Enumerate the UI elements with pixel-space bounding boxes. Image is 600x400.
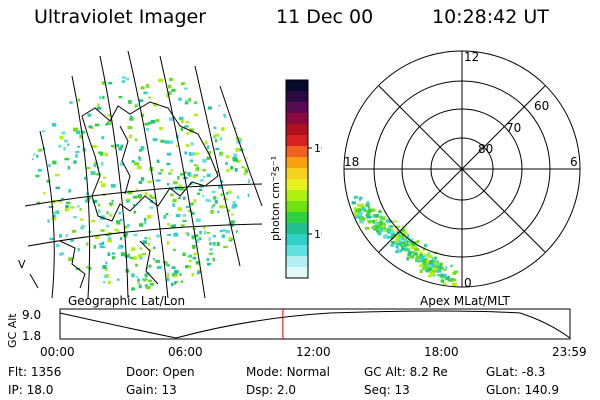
colorbar-cell: [286, 135, 308, 147]
colorbar-cell: [286, 267, 308, 279]
colorbar-cell: [286, 234, 308, 246]
timeline-xtick-3: 18:00: [424, 345, 459, 359]
mlt-label-12: 12: [464, 50, 479, 64]
timeline-axis-label: GC Alt: [6, 313, 19, 348]
apex-caption: Apex MLat/MLT: [420, 294, 510, 308]
timeline-ytick-high: 9.0: [22, 308, 41, 322]
colorbar-cell: [286, 190, 308, 202]
info-door: Door: Open: [126, 365, 195, 379]
mlat-label-80: 80: [478, 142, 493, 156]
instrument-title: Ultraviolet Imager: [34, 6, 207, 28]
mlt-label-18: 18: [344, 155, 359, 169]
timeline-xtick-0: 00:00: [40, 345, 75, 359]
geographic-image: V: [18, 50, 263, 298]
timeline-ytick-low: 1.8: [22, 329, 41, 343]
colorbar-cell: [286, 168, 308, 180]
info-flt: Flt: 1356: [8, 365, 62, 379]
colorbar-unit-label: photon cm⁻²s⁻¹: [269, 156, 282, 241]
info-glat: GLat: -8.3: [486, 365, 546, 379]
info-gain: Gain: 13: [126, 383, 177, 397]
mlat-label-60: 60: [534, 99, 549, 113]
info-ip: IP: 18.0: [8, 383, 54, 397]
geographic-caption: Geographic Lat/Lon: [68, 294, 186, 308]
polar-plot: 12 6 0 18 60 70 80: [343, 50, 581, 290]
edge-glyph: V: [18, 258, 26, 271]
mlt-label-0: 0: [464, 276, 472, 290]
colorbar-cell: [286, 157, 308, 169]
time-label: 10:28:42 UT: [432, 6, 549, 28]
colorbar-cell: [286, 102, 308, 114]
info-glon: GLon: 140.9: [486, 383, 559, 397]
colorbar: 100 10 photon cm⁻²s⁻¹: [269, 79, 322, 279]
orbit-timeline: GC Alt 9.0 1.8 00:00 06:00 12:00 18:00 2…: [6, 308, 587, 359]
colorbar-tick-10: 10: [314, 228, 322, 241]
timeline-xtick-1: 06:00: [168, 345, 203, 359]
info-seq: Seq: 13: [364, 383, 410, 397]
colorbar-cell: [286, 113, 308, 125]
mlt-label-6: 6: [570, 155, 578, 169]
colorbar-cell: [286, 146, 308, 158]
colorbar-cell: [286, 245, 308, 257]
colorbar-cell: [286, 256, 308, 268]
polar-grid: [343, 50, 581, 288]
colorbar-cell: [286, 179, 308, 191]
colorbar-cell: [286, 80, 308, 92]
info-gc-alt: GC Alt: 8.2 Re: [364, 365, 448, 379]
timeline-xtick-2: 12:00: [296, 345, 331, 359]
colorbar-cell: [286, 223, 308, 235]
colorbar-cell: [286, 212, 308, 224]
coastline: [29, 101, 219, 289]
info-dsp: Dsp: 2.0: [246, 383, 297, 397]
colorbar-cell: [286, 91, 308, 103]
colorbar-cell: [286, 201, 308, 213]
mlat-label-70: 70: [506, 121, 521, 135]
altitude-curve: [59, 310, 571, 339]
lat-lon-grid: [24, 50, 263, 298]
polar-aurora-emission: [347, 195, 458, 287]
colorbar-tick-100: 100: [314, 142, 322, 155]
colorbar-cell: [286, 124, 308, 136]
date-label: 11 Dec 00: [276, 6, 374, 28]
info-mode: Mode: Normal: [246, 365, 330, 379]
timeline-xtick-4: 23:59: [552, 345, 587, 359]
